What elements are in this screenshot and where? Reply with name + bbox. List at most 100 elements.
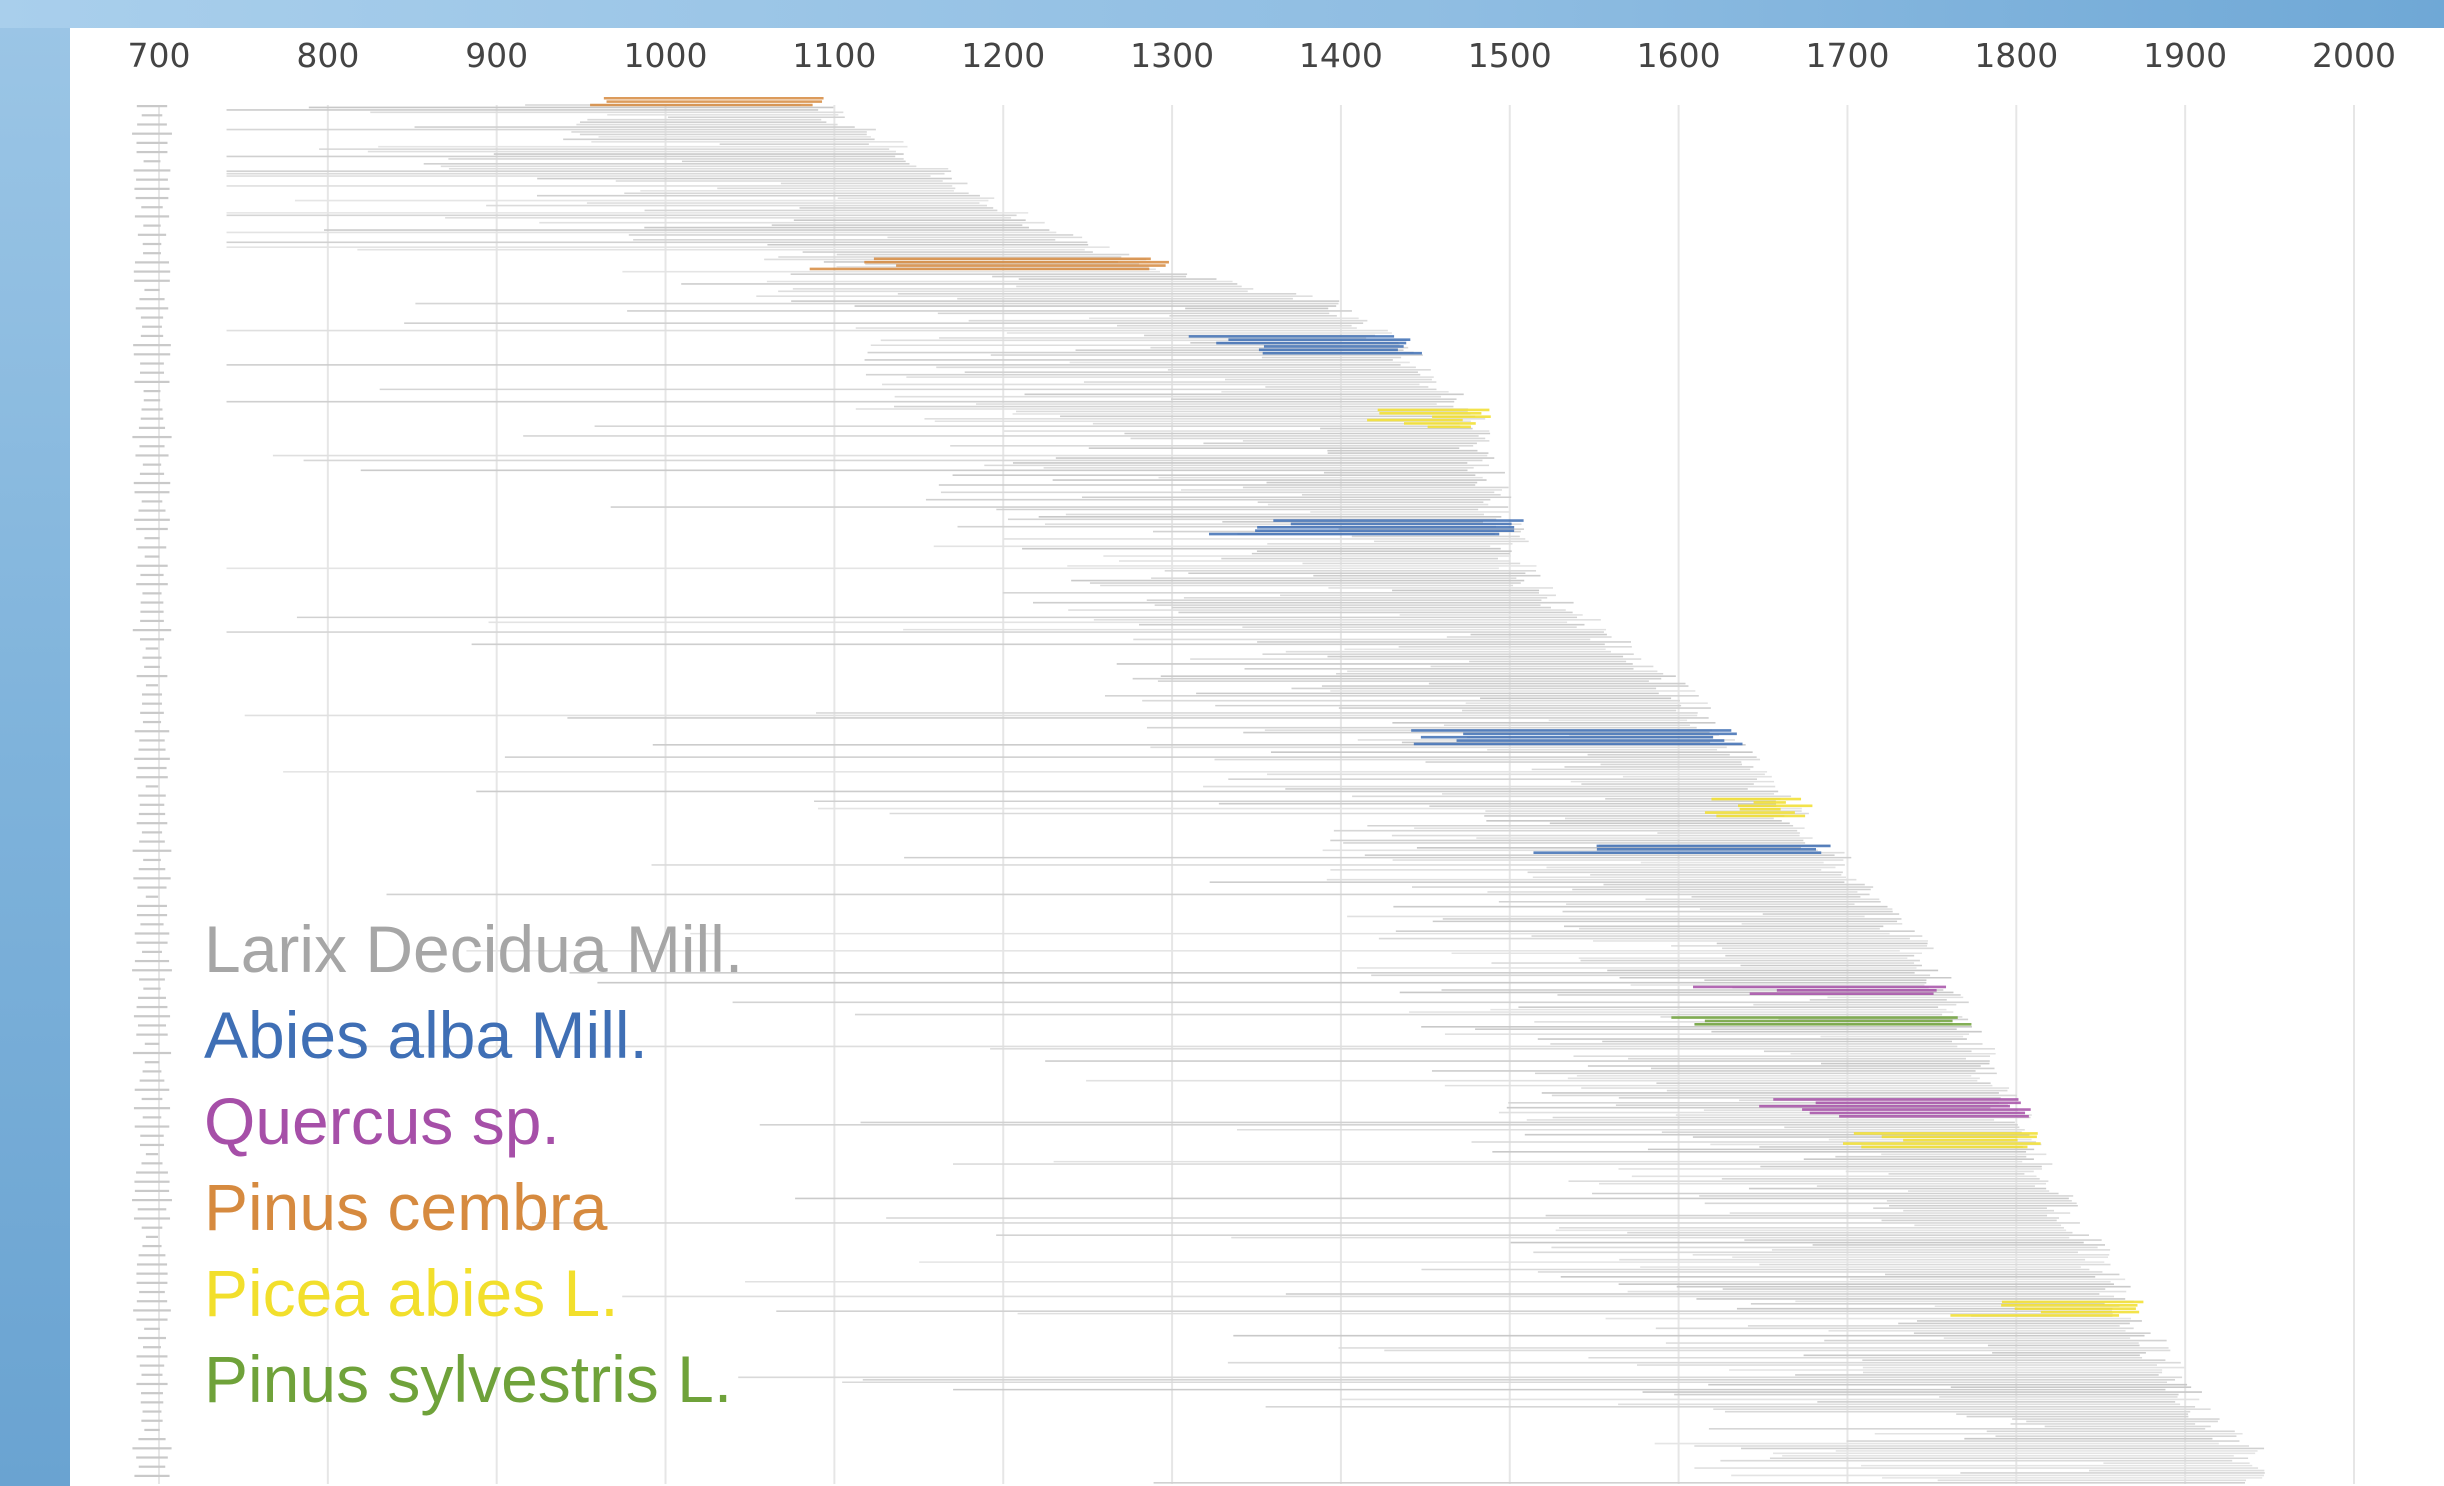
row-label	[144, 1327, 160, 1330]
row-label	[140, 1401, 164, 1404]
row-label	[145, 684, 159, 687]
row-label	[134, 261, 170, 264]
row-label	[141, 1097, 163, 1101]
x-tick-labels: 700 800 900 1000 1100 1200 1300 1400 1500 1600 170…	[128, 36, 2396, 75]
row-label	[143, 987, 161, 990]
row-label	[133, 1107, 171, 1110]
row-label	[140, 573, 164, 577]
row-label	[141, 500, 163, 503]
row-label	[140, 334, 164, 338]
row-label	[144, 1061, 160, 1064]
row-label	[134, 730, 170, 733]
row-label	[139, 371, 165, 374]
row-label	[136, 914, 168, 917]
row-label	[136, 1171, 168, 1174]
row-label	[135, 454, 169, 457]
row-label	[132, 435, 172, 439]
row-label	[136, 178, 168, 181]
row-label	[138, 509, 166, 512]
row-label	[134, 757, 170, 760]
row-label	[142, 1070, 162, 1073]
row-label	[137, 123, 167, 126]
row-label	[137, 546, 167, 549]
row-label	[138, 812, 166, 816]
row-label	[142, 592, 162, 595]
row-label	[133, 344, 171, 347]
x-tick-label: 900	[465, 36, 528, 75]
row-label	[133, 1015, 171, 1018]
row-label	[139, 638, 165, 641]
grid-lines	[158, 105, 2355, 1484]
row-label	[136, 822, 168, 825]
row-label	[141, 831, 163, 834]
row-label	[142, 656, 162, 659]
row-label	[134, 1125, 170, 1128]
x-tick-label: 1200	[961, 36, 1045, 75]
row-label	[137, 904, 167, 908]
row-label	[142, 463, 162, 466]
row-label	[134, 215, 170, 218]
row-label	[136, 583, 168, 586]
row-label	[142, 720, 162, 724]
row-label	[136, 941, 168, 944]
row-label	[139, 298, 165, 301]
row-label	[132, 1199, 172, 1202]
row-label	[138, 868, 166, 871]
row-label	[142, 950, 162, 953]
row-label	[134, 1189, 170, 1193]
row-label	[142, 1410, 162, 1413]
row-label	[134, 1474, 170, 1478]
row-label	[139, 1143, 165, 1147]
row-label	[140, 601, 164, 604]
row-label	[143, 252, 161, 255]
row-label	[136, 776, 168, 779]
row-label	[140, 619, 164, 623]
row-label	[141, 408, 163, 411]
row-label	[142, 1244, 162, 1248]
row-label	[143, 389, 161, 393]
row-label	[138, 748, 166, 751]
row-label	[137, 766, 167, 770]
row-label	[144, 537, 160, 540]
row-label	[140, 362, 164, 365]
row-label	[136, 1300, 168, 1303]
row-label	[144, 665, 160, 668]
row-label	[136, 674, 168, 678]
row-label	[141, 1226, 163, 1229]
row-label	[141, 114, 163, 117]
x-tick-label: 1700	[1805, 36, 1889, 75]
row-label	[145, 647, 159, 650]
row-label	[137, 233, 167, 236]
row-label	[142, 1116, 162, 1119]
row-label	[133, 270, 171, 273]
row-label	[136, 1355, 168, 1358]
legend-entry: Quercus sp.	[204, 1084, 560, 1158]
row-label	[137, 1208, 167, 1211]
row-label	[136, 564, 168, 567]
highlighted-bars	[590, 96, 2144, 1317]
row-label	[139, 1290, 165, 1294]
row-label	[142, 702, 162, 705]
row-label	[140, 1134, 164, 1137]
row-label	[134, 518, 170, 521]
row-label	[132, 849, 172, 852]
row-label	[141, 693, 163, 696]
row-label	[132, 629, 172, 632]
row-label	[144, 1428, 160, 1432]
row-label	[138, 1465, 166, 1468]
row-label	[136, 141, 168, 144]
row-label	[136, 1263, 168, 1266]
x-tick-label: 1800	[1974, 36, 2058, 75]
row-label	[137, 1024, 167, 1027]
row-label	[133, 481, 171, 485]
row-label	[139, 1079, 165, 1082]
row-label	[142, 242, 162, 246]
legend-entry: Pinus sylvestris L.	[204, 1342, 732, 1416]
row-label	[144, 288, 160, 292]
row-label	[132, 132, 172, 135]
x-tick-label: 1900	[2143, 36, 2227, 75]
row-label	[140, 610, 164, 613]
x-tick-label: 1100	[792, 36, 876, 75]
legend-entry: Picea abies L.	[204, 1256, 619, 1330]
